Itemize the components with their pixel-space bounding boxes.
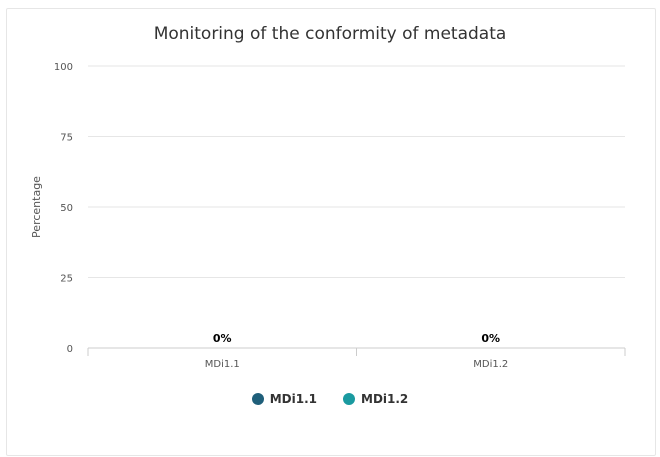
data-label: 0% — [481, 332, 500, 345]
legend-marker-mdi1-2 — [343, 393, 355, 405]
legend: MDi1.1 MDi1.2 — [0, 392, 660, 406]
y-tick-label: 75 — [60, 133, 73, 144]
legend-marker-mdi1-1 — [251, 393, 264, 405]
legend-label-mdi1-2: MDi1.2 — [361, 392, 409, 406]
legend-label-mdi1-1: MDi1.1 — [269, 392, 317, 406]
y-tick-label: 25 — [60, 274, 73, 285]
y-tick-label: 100 — [54, 62, 73, 73]
legend-item-mdi1-1[interactable]: MDi1.1 — [251, 392, 317, 406]
y-tick-label: 50 — [60, 203, 73, 214]
x-tick-label: MDi1.2 — [473, 359, 508, 370]
chart-card — [6, 8, 656, 456]
chart-title: Monitoring of the conformity of metadata — [153, 24, 507, 44]
y-axis-label: Percentage — [30, 176, 43, 238]
data-label: 0% — [213, 332, 232, 345]
x-tick-label: MDi1.1 — [205, 359, 240, 370]
legend-item-mdi1-2[interactable]: MDi1.2 — [343, 392, 408, 406]
y-tick-label: 0 — [67, 344, 73, 355]
